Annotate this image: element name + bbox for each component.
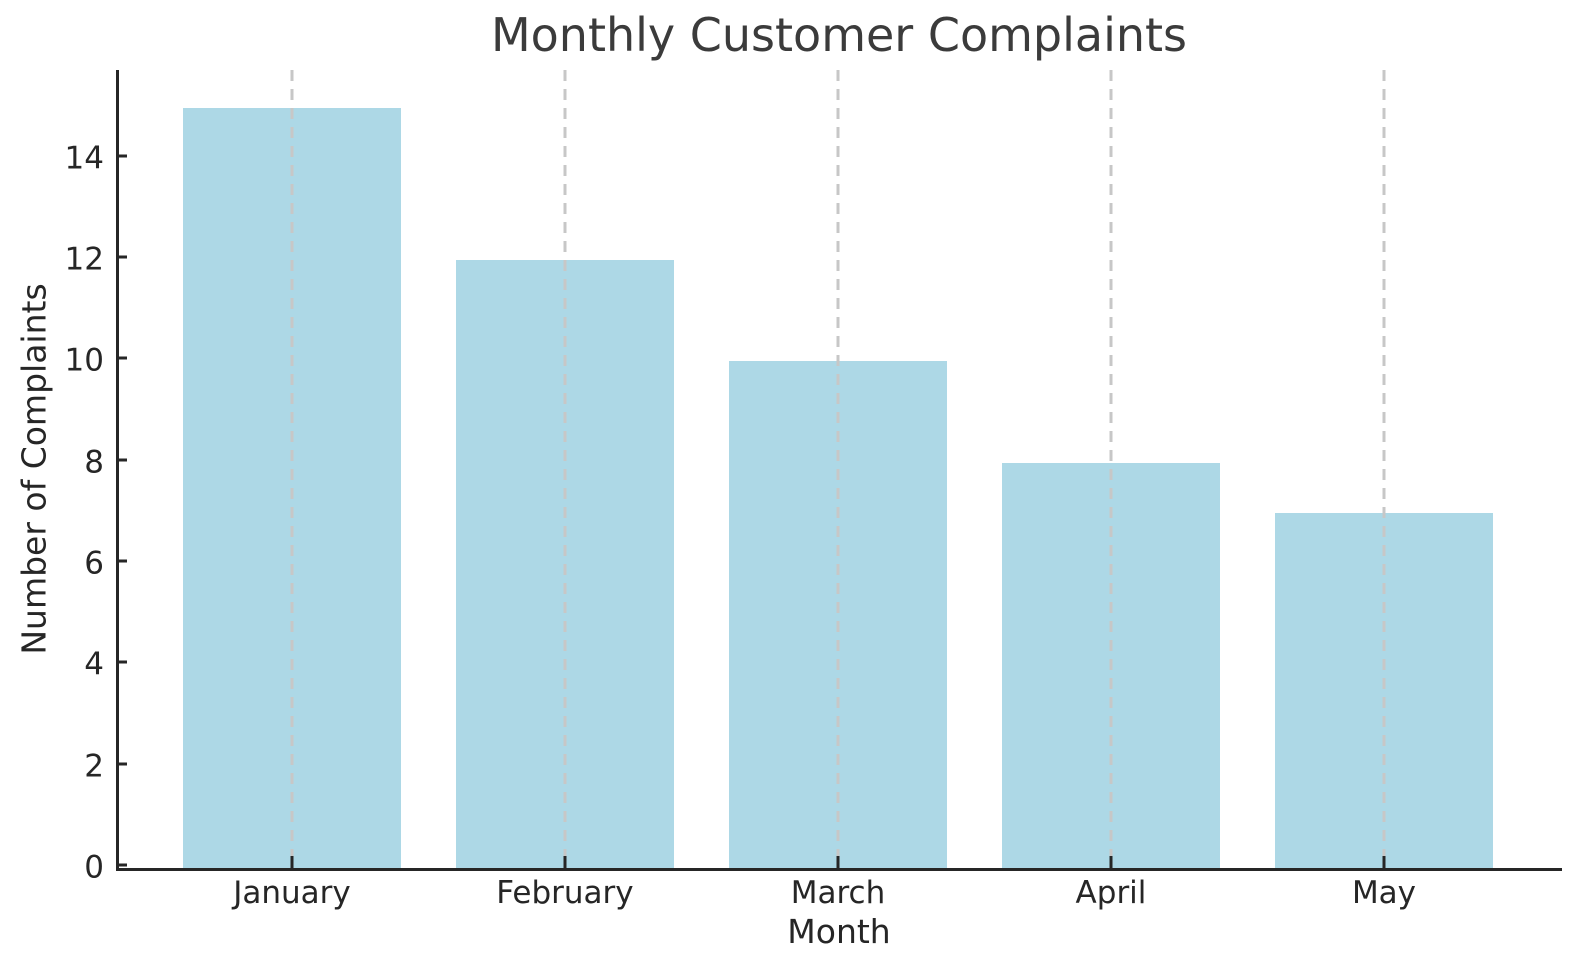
chart-title: Monthly Customer Complaints: [490, 8, 1188, 62]
x-tick-label-january: January: [233, 875, 351, 911]
x-tick-mark-january: [290, 856, 294, 868]
y-tick-mark-14: [116, 154, 127, 158]
y-tick-mark-2: [116, 762, 127, 766]
y-tick-mark-10: [116, 356, 127, 360]
x-axis-spine: [116, 868, 1562, 871]
x-tick-mark-april: [1109, 856, 1113, 868]
plot-area: [116, 70, 1562, 871]
y-tick-label-14: 14: [64, 140, 104, 177]
x-tick-label-february: February: [496, 875, 634, 911]
y-tick-mark-0: [116, 863, 127, 867]
y-tick-label-8: 8: [84, 444, 104, 481]
x-tick-mark-february: [563, 856, 567, 868]
y-axis-spine: [116, 70, 119, 868]
x-tick-label-april: April: [1075, 875, 1147, 911]
x-tick-mark-may: [1382, 856, 1386, 868]
gridline-january: [290, 70, 294, 868]
y-tick-label-6: 6: [84, 545, 104, 582]
gridline-february: [563, 70, 567, 868]
x-tick-label-may: May: [1351, 875, 1417, 911]
y-tick-label-4: 4: [84, 646, 104, 683]
x-tick-label-march: March: [790, 875, 886, 911]
y-tick-label-12: 12: [64, 241, 104, 278]
y-tick-mark-6: [116, 559, 127, 563]
y-tick-label-2: 2: [84, 748, 104, 785]
gridline-march: [836, 70, 840, 868]
y-tick-mark-12: [116, 255, 127, 259]
y-tick-mark-8: [116, 458, 127, 462]
gridline-may: [1382, 70, 1386, 868]
y-tick-mark-4: [116, 660, 127, 664]
x-tick-mark-march: [836, 856, 840, 868]
y-tick-label-0: 0: [84, 849, 104, 886]
gridline-april: [1109, 70, 1113, 868]
x-axis-label: Month: [787, 912, 891, 951]
y-tick-label-10: 10: [64, 342, 104, 379]
